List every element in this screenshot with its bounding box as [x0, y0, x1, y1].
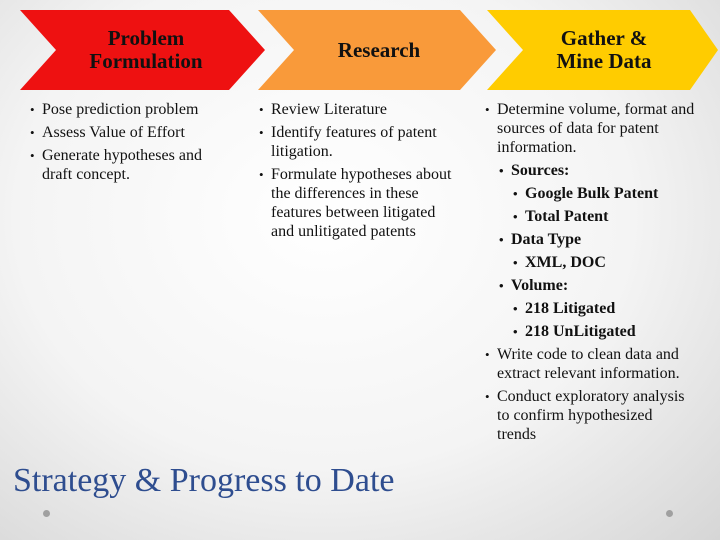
gather-mine-data-column: Determine volume, format and sources of … [485, 100, 695, 448]
bullet-item: 218 Litigated [513, 299, 695, 318]
problem-formulation-column: Pose prediction problem Assess Value of E… [30, 100, 230, 188]
bullet-item: XML, DOC [513, 253, 695, 272]
bullet-item: Determine volume, format and sources of … [485, 100, 695, 157]
research-bullets: Review Literature Identify features of p… [259, 100, 459, 241]
research-column: Review Literature Identify features of p… [259, 100, 459, 245]
chevron-gather-mine-data [487, 10, 718, 90]
bullet-item: Generate hypotheses and draft concept. [30, 146, 230, 184]
bullet-item: Identify features of patent litigation. [259, 123, 459, 161]
bullet-item: Formulate hypotheses about the differenc… [259, 165, 459, 241]
chevron-problem-formulation [20, 10, 265, 90]
left-corner-dot [43, 510, 50, 517]
right-corner-dot [666, 510, 673, 517]
process-chevron-bar: Problem Formulation Research Gather & Mi… [0, 0, 720, 100]
bullet-item: Pose prediction problem [30, 100, 230, 119]
bullet-item: Conduct exploratory analysis to confirm … [485, 387, 695, 444]
bullet-item: Data Type [499, 230, 695, 249]
slide-title: Strategy & Progress to Date [13, 462, 395, 499]
bullet-item: Assess Value of Effort [30, 123, 230, 142]
problem-formulation-bullets: Pose prediction problem Assess Value of E… [30, 100, 230, 184]
bullet-item: Google Bulk Patent [513, 184, 695, 203]
chevron-research [258, 10, 496, 90]
chevron-shapes [20, 10, 718, 90]
bullet-item: Total Patent [513, 207, 695, 226]
chevron-label-gather-mine-data: Gather & Mine Data [556, 26, 652, 73]
bullet-item: Volume: [499, 276, 695, 295]
bullet-item: Review Literature [259, 100, 459, 119]
gather-mine-data-bullets: Determine volume, format and sources of … [485, 100, 695, 444]
bullet-item: 218 UnLitigated [513, 322, 695, 341]
bullet-item: Sources: [499, 161, 695, 180]
bullet-item: Write code to clean data and extract rel… [485, 345, 695, 383]
chevron-label-research: Research [337, 37, 421, 62]
chevron-label-problem-formulation: Problem Formulation [89, 26, 203, 73]
